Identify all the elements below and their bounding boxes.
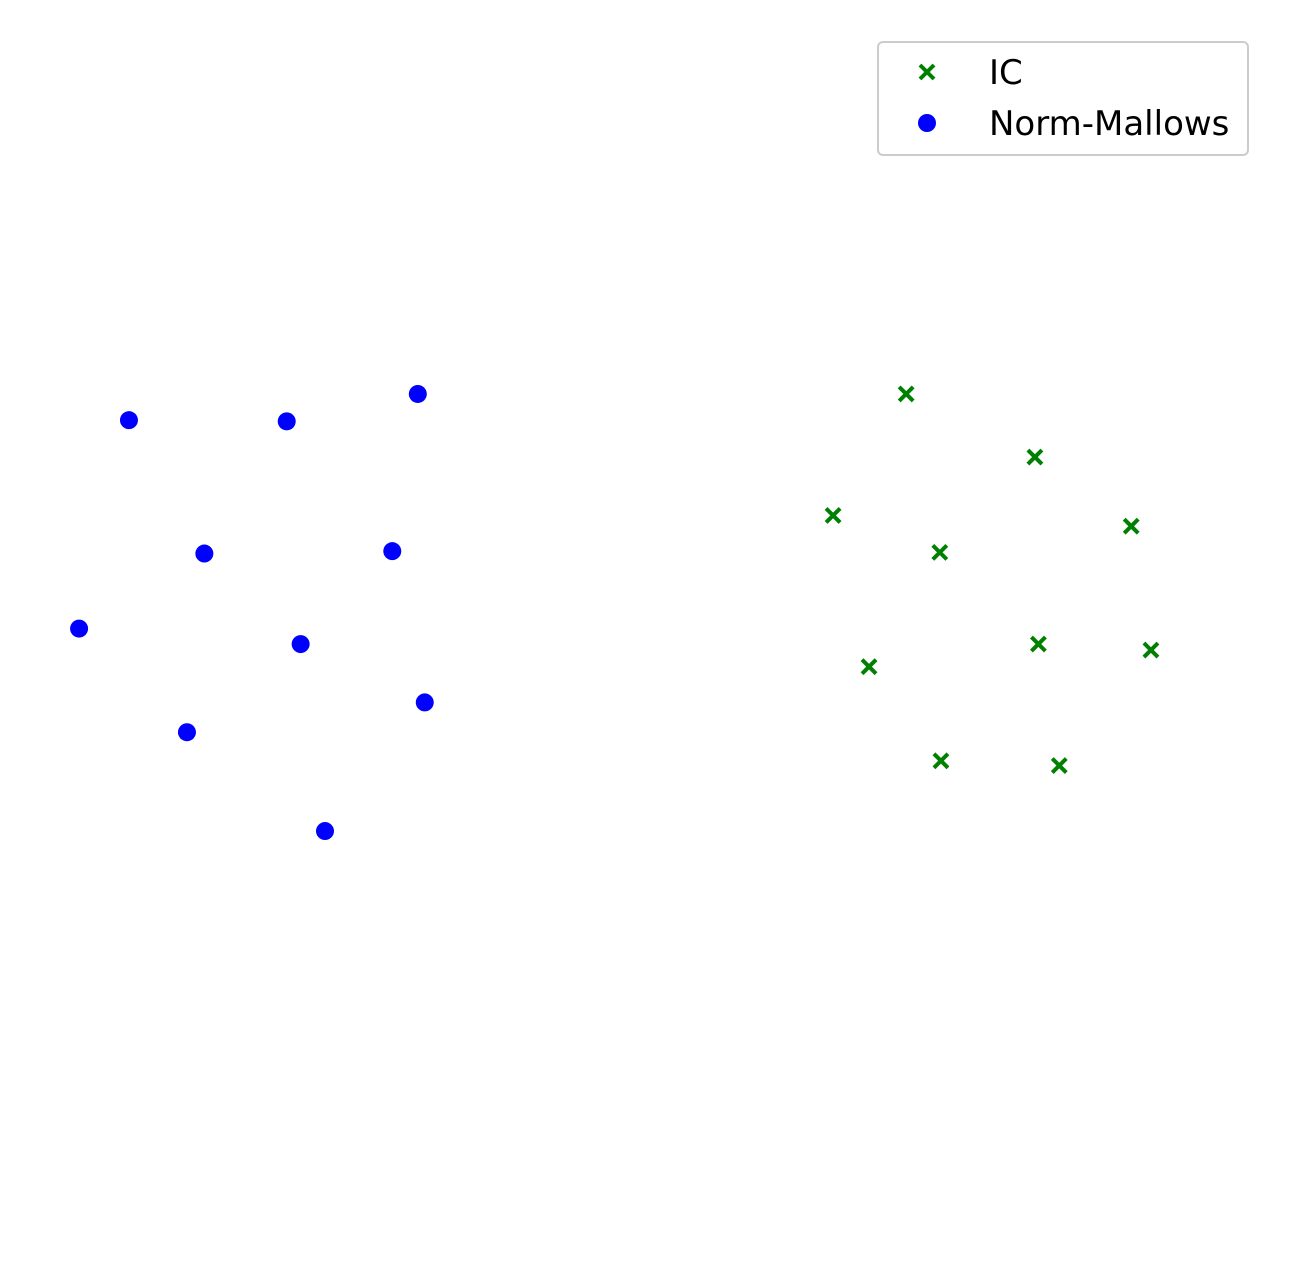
legend-entries: IC Norm-Mallows — [918, 53, 1229, 144]
norm-mallows-point-3 — [408, 384, 427, 403]
ic-point-10 — [1050, 757, 1068, 774]
norm-mallows-point-6 — [70, 619, 89, 638]
norm-mallows-point-1 — [119, 411, 138, 430]
norm-mallows-point-7 — [291, 635, 310, 654]
norm-mallows-point-5 — [383, 542, 402, 561]
norm-mallows-point-8 — [415, 693, 434, 712]
norm-mallows-point-4 — [195, 544, 214, 563]
norm-mallows-point-9 — [177, 723, 196, 742]
data-points — [70, 384, 1160, 841]
ic-point-8 — [1142, 641, 1160, 659]
legend-frame — [877, 41, 1249, 156]
legend-label-norm-mallows: Norm-Mallows — [989, 104, 1229, 144]
ic-point-1 — [897, 385, 915, 403]
legend: IC Norm-Mallows — [877, 41, 1249, 156]
ic-point-2 — [1026, 448, 1044, 466]
ic-point-7 — [860, 658, 878, 676]
ic-point-6 — [1029, 635, 1047, 653]
legend-label-ic: IC — [989, 53, 1023, 93]
ic-point-3 — [824, 507, 842, 524]
norm-mallows-point-2 — [277, 412, 296, 431]
legend-marker-ic — [918, 63, 936, 81]
norm-mallows-point-10 — [316, 822, 334, 841]
ic-point-9 — [932, 752, 950, 770]
legend-marker-norm-mallows — [918, 114, 936, 132]
ic-point-5 — [1122, 517, 1140, 535]
ic-point-4 — [931, 543, 949, 561]
